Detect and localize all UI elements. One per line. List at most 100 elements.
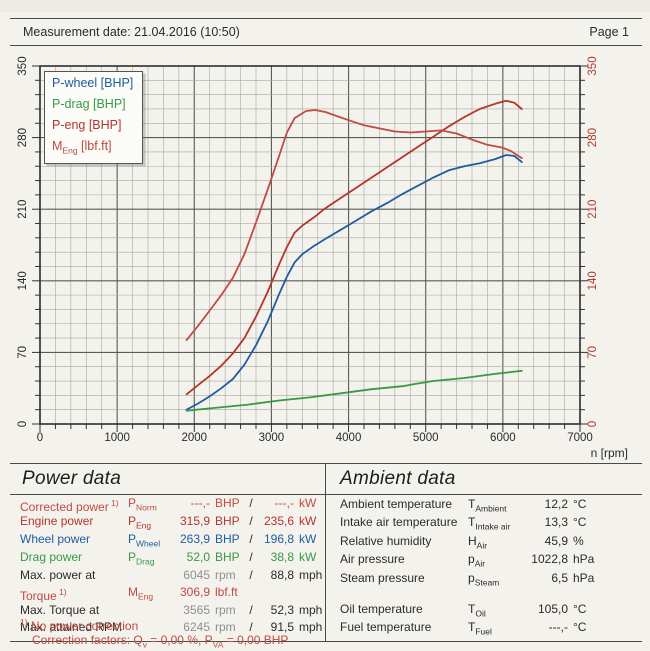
legend-item-p-eng: P-eng [BHP] <box>52 117 133 138</box>
ambient-row-symbol: TOil <box>468 602 524 620</box>
power-row-symbol: MEng <box>128 586 164 604</box>
power-row-label: Wheel power <box>20 533 128 551</box>
ambient-row-label: Fuel temperature <box>340 620 468 638</box>
y-tick-label-left: 210 <box>17 200 29 219</box>
y-tick-label-left: 70 <box>17 346 29 359</box>
ambient-row-symbol: pSteam <box>468 571 524 589</box>
power-row-unit-1: lbf.ft <box>210 586 246 604</box>
ambient-row-value: 1022,8 <box>524 552 568 570</box>
series-p-drag-bhp- <box>187 371 522 411</box>
legend-item-p-wheel: P-wheel [BHP] <box>52 75 133 96</box>
power-row-unit-1: BHP <box>210 533 246 551</box>
power-row-unit-1: BHP <box>210 551 246 569</box>
y-tick-label-right: 280 <box>587 128 599 147</box>
power-row-symbol: PWheel <box>128 533 164 551</box>
ambient-row-symbol: HAir <box>468 534 524 552</box>
y-tick-label-right: 210 <box>587 200 599 219</box>
symbol-subscript: Fuel <box>475 627 492 637</box>
power-row-unit-1: rpm <box>210 569 246 583</box>
ambient-row-unit: °C <box>568 620 604 638</box>
power-row-unit-2 <box>294 586 324 604</box>
y-tick-label-right: 70 <box>587 346 599 359</box>
symbol-subscript: Wheel <box>136 538 160 548</box>
symbol-subscript: Drag <box>136 556 154 566</box>
legend-item-m-eng: MEng [lbf.ft] <box>52 138 133 159</box>
footnote-no-power-correction: 1) No power correction <box>20 616 288 634</box>
ambient-row-value: 13,3 <box>524 515 568 533</box>
footnote-marker: 1) <box>57 587 67 597</box>
x-axis-title: n [rpm] <box>591 446 628 460</box>
chart-legend: P-wheel [BHP] P-drag [BHP] P-eng [BHP] M… <box>44 71 143 164</box>
x-tick-label: 4000 <box>336 432 362 444</box>
series-p-wheel-bhp- <box>187 155 522 410</box>
power-row-value-2: 88,8 <box>256 569 294 583</box>
y-tick-label-right: 350 <box>587 56 599 75</box>
power-row-value-2: 235,6 <box>256 515 294 533</box>
power-row-slash: / <box>246 551 256 569</box>
power-row-unit-2: kW <box>294 497 324 515</box>
ambient-row-value: ---,- <box>524 620 568 638</box>
power-row-value-1: 263,9 <box>164 533 210 551</box>
power-row-label: Corrected power 1) <box>20 497 128 515</box>
power-row-label: Engine power <box>20 515 128 533</box>
symbol-subscript: Steam <box>475 577 500 587</box>
ambient-row-label: Steam pressure <box>340 571 468 589</box>
power-footnotes: 1) No power correction Correction factor… <box>20 616 288 651</box>
x-tick-label: 0 <box>37 432 43 444</box>
symbol-subscript: Norm <box>136 502 157 512</box>
power-row-slash: / <box>246 515 256 533</box>
ambient-row-unit: °C <box>568 515 604 533</box>
x-tick-label: 2000 <box>181 432 207 444</box>
power-row-value-2 <box>256 586 294 604</box>
symbol-subscript: Air <box>477 540 487 550</box>
symbol-subscript: Intake air <box>475 522 510 532</box>
power-data-title: Power data <box>22 468 121 490</box>
y-tick-label-right: 140 <box>587 271 599 290</box>
power-row-value-1: 315,9 <box>164 515 210 533</box>
x-tick-label: 6000 <box>490 432 516 444</box>
power-row: Corrected power 1)PNorm---,-BHP/---,-kW <box>10 497 325 515</box>
y-tick-label-left: 280 <box>17 128 29 147</box>
y-tick-label-left: 140 <box>17 271 29 290</box>
ambient-row-value: 105,0 <box>524 602 568 620</box>
power-row-unit-2: kW <box>294 551 324 569</box>
power-row-unit-2: mph <box>294 621 324 635</box>
symbol-subscript: Eng <box>138 591 153 601</box>
y-tick-label-left: 350 <box>17 56 29 75</box>
measurement-date-label: Measurement date: 21.04.2016 (10:50) <box>23 25 240 39</box>
data-section: Power data Corrected power 1)PNorm---,-B… <box>10 463 642 642</box>
ambient-row-symbol: TIntake air <box>468 515 524 533</box>
power-row-value-1: 306,9 <box>164 586 210 604</box>
x-tick-label: 3000 <box>259 432 285 444</box>
ambient-row-value: 45,9 <box>524 534 568 552</box>
ambient-row-label: Air pressure <box>340 552 468 570</box>
footnote-correction-factors: Correction factors: Qv = 0,00 %, PVA = 0… <box>20 634 288 651</box>
ambient-row-unit: °C <box>568 497 604 515</box>
symbol-subscript: Eng <box>136 520 151 530</box>
x-tick-label: 5000 <box>413 432 439 444</box>
ambient-data-title: Ambient data <box>340 468 456 490</box>
ambient-row-unit: hPa <box>568 571 604 589</box>
power-row-symbol: PNorm <box>128 497 164 515</box>
power-row-label: Torque 1) <box>20 586 128 604</box>
ambient-row-unit: °C <box>568 602 604 620</box>
legend-item-p-drag: P-drag [BHP] <box>52 96 133 117</box>
y-tick-label-left: 0 <box>17 421 29 427</box>
power-data-panel: Power data Corrected power 1)PNorm---,-B… <box>10 464 325 641</box>
power-row-label: Drag power <box>20 551 128 569</box>
series-m-eng-lbf-ft- <box>187 110 522 340</box>
ambient-row-symbol: TFuel <box>468 620 524 638</box>
power-row-symbol: PEng <box>128 515 164 533</box>
